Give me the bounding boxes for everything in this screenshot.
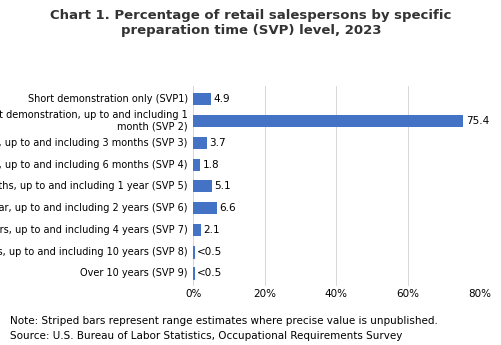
Text: 1.8: 1.8 bbox=[202, 159, 219, 169]
Text: Source: U.S. Bureau of Labor Statistics, Occupational Requirements Survey: Source: U.S. Bureau of Labor Statistics,… bbox=[10, 331, 402, 341]
Bar bbox=[193, 246, 194, 257]
Bar bbox=[193, 224, 200, 236]
Bar bbox=[193, 180, 211, 192]
Bar bbox=[193, 115, 462, 127]
Text: 3.7: 3.7 bbox=[209, 138, 225, 148]
Bar bbox=[193, 202, 216, 214]
Bar bbox=[193, 93, 210, 105]
Text: <0.5: <0.5 bbox=[197, 268, 222, 278]
Text: 2.1: 2.1 bbox=[203, 225, 220, 235]
Bar bbox=[193, 159, 199, 170]
Bar bbox=[193, 137, 206, 149]
Text: 5.1: 5.1 bbox=[214, 181, 230, 191]
Text: 4.9: 4.9 bbox=[213, 94, 230, 104]
Text: 6.6: 6.6 bbox=[219, 203, 236, 213]
Text: Chart 1. Percentage of retail salespersons by specific
preparation time (SVP) le: Chart 1. Percentage of retail salesperso… bbox=[50, 9, 451, 37]
Text: <0.5: <0.5 bbox=[197, 247, 222, 257]
Bar bbox=[193, 267, 194, 279]
Text: 75.4: 75.4 bbox=[465, 116, 488, 126]
Text: Note: Striped bars represent range estimates where precise value is unpublished.: Note: Striped bars represent range estim… bbox=[10, 316, 437, 326]
